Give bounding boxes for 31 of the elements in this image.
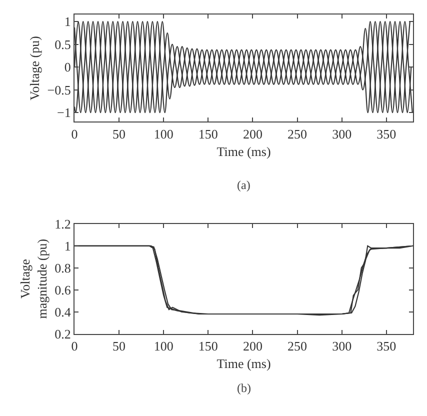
y-tick-label: 1 — [64, 14, 71, 30]
x-tick-label: 150 — [198, 338, 218, 354]
y-tick-label: −0.5 — [47, 82, 71, 98]
y-tick-label: 0.2 — [54, 326, 71, 342]
x-tick-label: 300 — [332, 126, 352, 142]
x-tick-label: 350 — [376, 126, 396, 142]
x-tick-label: 50 — [112, 126, 126, 142]
y-tick-label: 0.5 — [54, 36, 71, 52]
y-tick-label: 1.2 — [54, 216, 71, 232]
x-tick-label: 150 — [198, 126, 218, 142]
x-tick-label: 50 — [112, 338, 126, 354]
text: (b) — [237, 381, 251, 395]
y-axis-title: Voltage (pu) — [27, 36, 42, 100]
y-tick-label: 0.8 — [54, 260, 71, 276]
x-tick-label: 250 — [288, 126, 308, 142]
text: (a) — [237, 178, 250, 192]
y-tick-label: 1 — [64, 238, 71, 254]
x-tick-label: 100 — [154, 338, 174, 354]
y-axis-title: Voltage magnitude (pu) — [18, 238, 50, 319]
x-tick-label: 200 — [242, 126, 262, 142]
y-tick-label: −1 — [57, 105, 71, 120]
x-tick-label: 350 — [376, 338, 396, 354]
x-tick-label: 100 — [154, 126, 174, 142]
x-tick-label: 300 — [332, 338, 352, 354]
x-axis-title: Time (ms) — [216, 144, 271, 159]
y-tick-label: 0 — [64, 60, 71, 75]
x-axis-title: Time (ms) — [216, 356, 271, 371]
x-tick-label: 250 — [288, 338, 308, 354]
x-tick-label: 200 — [242, 338, 262, 354]
y-tick-label: 0.6 — [54, 282, 72, 298]
y-tick-label: 0.4 — [54, 304, 72, 320]
